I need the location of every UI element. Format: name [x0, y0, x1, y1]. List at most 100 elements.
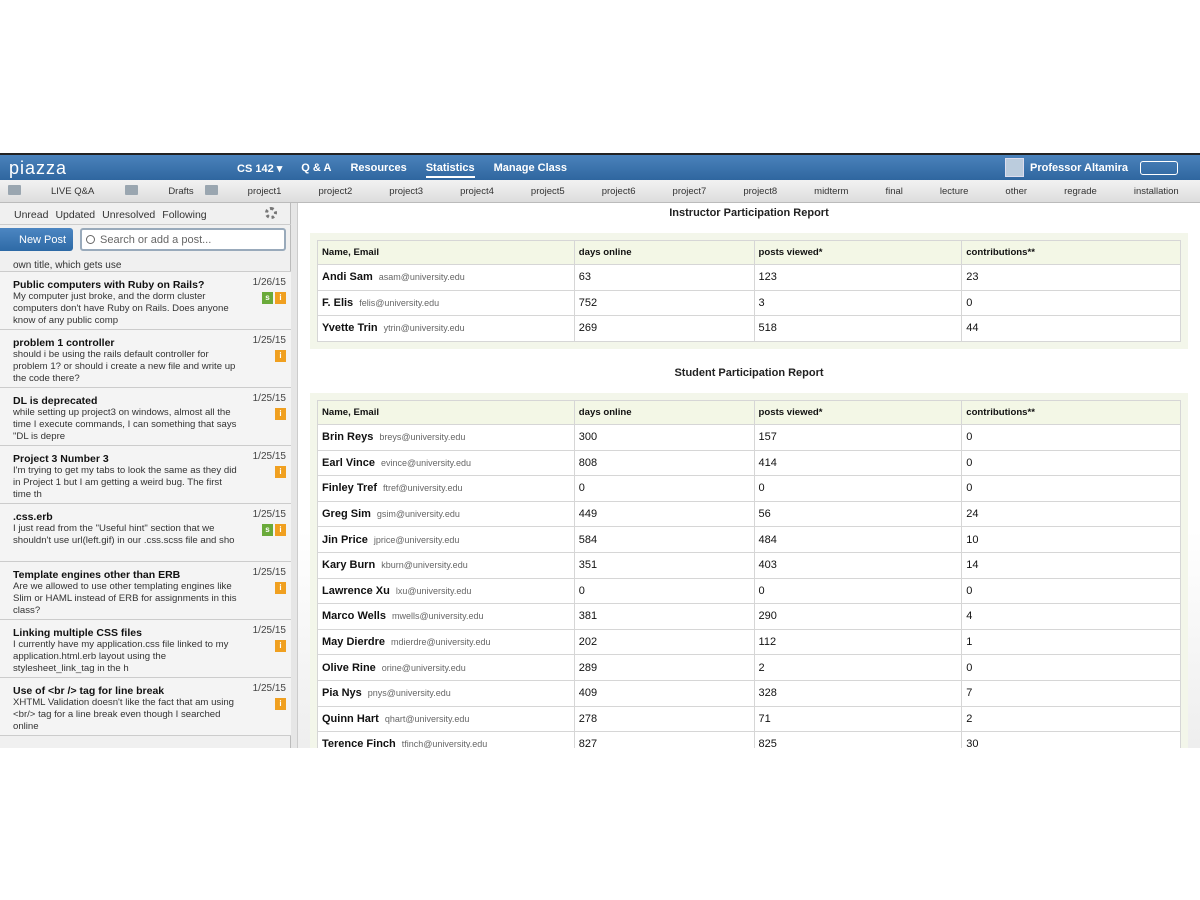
post-snippet[interactable]: own title, which gets use [0, 255, 291, 272]
stat-cell: 30 [961, 731, 1181, 748]
report-title: Instructor Participation Report [669, 207, 829, 219]
name-cell: Marco Wells mwells@university.edu [317, 603, 575, 630]
email: tfinch@university.edu [401, 739, 488, 748]
divider [291, 203, 298, 748]
email: qhart@university.edu [384, 713, 470, 724]
folder-icon [8, 185, 21, 195]
folder-label: other [1005, 185, 1028, 197]
report-row: Brin Reys breys@university.edu 300 157 0 [317, 424, 1181, 451]
badges: i [275, 350, 286, 362]
post[interactable]: Use of <br /> tag for line break 1/25/15 X… [0, 678, 291, 736]
post-snippet: My computer just broke, and the dorm clu… [13, 291, 229, 326]
report-row: Andi Sam asam@university.edu 63 123 23 [317, 264, 1181, 291]
filter[interactable]: Following [162, 209, 207, 221]
name: Andi Sam [322, 271, 373, 284]
filter[interactable]: Updated [55, 209, 96, 221]
stat-cell: 14 [961, 551, 1181, 579]
nav-item[interactable]: Q & A [301, 162, 332, 174]
post-date: 1/25/15 [252, 683, 286, 694]
name: May Dierdre [322, 636, 385, 649]
folder[interactable]: other [979, 186, 1027, 197]
folder[interactable]: project1 [204, 185, 281, 197]
nav-item[interactable]: Manage Class [493, 162, 567, 174]
stat-cell: 23 [961, 264, 1181, 291]
name: Terence Finch [322, 738, 396, 748]
email: asam@university.edu [378, 272, 465, 283]
post-title: Use of <br /> tag for line break [13, 685, 165, 697]
nav-item[interactable]: CS 142 [237, 162, 282, 178]
column-header: days online [573, 400, 755, 425]
folder-label: project5 [530, 185, 565, 197]
folder[interactable]: Drafts [125, 185, 194, 197]
new-post-button[interactable]: New Post [0, 228, 73, 251]
folder-label: installation [1133, 185, 1179, 197]
stat-cell: 123 [753, 264, 963, 291]
email: orine@university.edu [381, 662, 466, 673]
post-snippet: I currently have my application.css file… [13, 639, 229, 674]
badge: i [275, 292, 286, 304]
stat-cell: 0 [961, 424, 1181, 451]
post-title: Template engines other than ERB [13, 569, 181, 581]
post-snippet: I just read from the "Useful hint" secti… [13, 523, 235, 546]
avatar[interactable] [1005, 158, 1024, 177]
folder[interactable]: homework1 [1190, 186, 1200, 197]
column-header: posts viewed* [753, 240, 963, 265]
post-snippet: Are we allowed to use other templating e… [13, 581, 237, 616]
report-table: Name, Email days online posts viewed* contr… [317, 240, 1181, 342]
folder[interactable]: installation [1108, 186, 1179, 197]
post-date: 1/25/15 [252, 451, 286, 462]
post-snippet: I'm trying to get my tabs to look the sa… [13, 465, 237, 500]
name-cell: May Dierdre mdierdre@university.edu [317, 628, 575, 656]
folder[interactable]: LIVE Q&A [8, 185, 94, 197]
column-header: contributions** [961, 400, 1181, 425]
folder[interactable]: project8 [717, 186, 777, 197]
folder[interactable]: final [859, 186, 902, 197]
header-row: Name, Email days online posts viewed* contr… [317, 240, 1181, 265]
report-row: Greg Sim gsim@university.edu 449 56 24 [317, 500, 1181, 528]
post[interactable]: Project 3 Number 3 1/25/15 I'm trying to g… [0, 446, 291, 504]
folder[interactable]: project2 [292, 186, 352, 197]
search-box[interactable]: Search or add a post... [80, 228, 286, 251]
stat-cell: 1 [961, 628, 1181, 656]
column-header: days online [573, 240, 755, 265]
post-title: Public computers with Ruby on Rails? [13, 279, 205, 291]
stat-cell: 56 [753, 500, 963, 528]
stat-cell: 0 [961, 577, 1181, 605]
folder-label: project2 [318, 185, 353, 197]
nav-item[interactable]: Resources [350, 162, 407, 174]
folder-icon [125, 185, 139, 195]
post[interactable]: Public computers with Ruby on Rails? 1/26… [0, 272, 291, 330]
folder[interactable]: lecture [914, 186, 969, 197]
email: ytrin@university.edu [383, 323, 465, 334]
folder[interactable]: project7 [647, 186, 707, 197]
nav-menu: CS 142 Q & A Resources Statistics Manage Cla… [237, 162, 567, 178]
post[interactable]: .css.erb 1/25/15 I just read from the "Use… [0, 504, 291, 562]
report-row: Yvette Trin ytrin@university.edu 269 518 44 [317, 315, 1181, 342]
nav-item[interactable]: Statistics [425, 162, 475, 178]
folder[interactable]: project6 [576, 186, 636, 197]
folder[interactable]: project3 [363, 186, 423, 197]
user-name[interactable]: Professor Altamira [1030, 162, 1129, 174]
stat-cell: 403 [753, 551, 963, 579]
logo[interactable]: piazza [9, 158, 68, 178]
post[interactable]: problem 1 controller 1/25/15 should i be u… [0, 330, 291, 388]
post[interactable]: Linking multiple CSS files 1/25/15 I curre… [0, 620, 291, 678]
folder[interactable]: project4 [434, 186, 494, 197]
stat-cell: 351 [573, 551, 755, 579]
report-row: Kary Burn kburn@university.edu 351 403 14 [317, 551, 1181, 579]
name-cell: Yvette Trin ytrin@university.edu [317, 315, 575, 342]
email: jprice@university.edu [373, 534, 460, 545]
filter[interactable]: Unread [14, 209, 49, 221]
name-cell: Quinn Hart qhart@university.edu [317, 705, 575, 733]
folder[interactable]: midterm [788, 186, 848, 197]
name-cell: F. Elis felis@university.edu [317, 289, 575, 317]
folder[interactable]: regrade [1038, 186, 1097, 197]
email: mwells@university.edu [392, 611, 484, 622]
filter[interactable]: Unresolved [102, 209, 156, 221]
folder[interactable]: project5 [505, 186, 565, 197]
settings-gear[interactable] [265, 207, 277, 219]
user-menu[interactable] [1140, 161, 1178, 175]
post[interactable]: Template engines other than ERB 1/25/15 Ar… [0, 562, 291, 620]
post[interactable]: DL is deprecated 1/25/15 while setting up … [0, 388, 291, 446]
